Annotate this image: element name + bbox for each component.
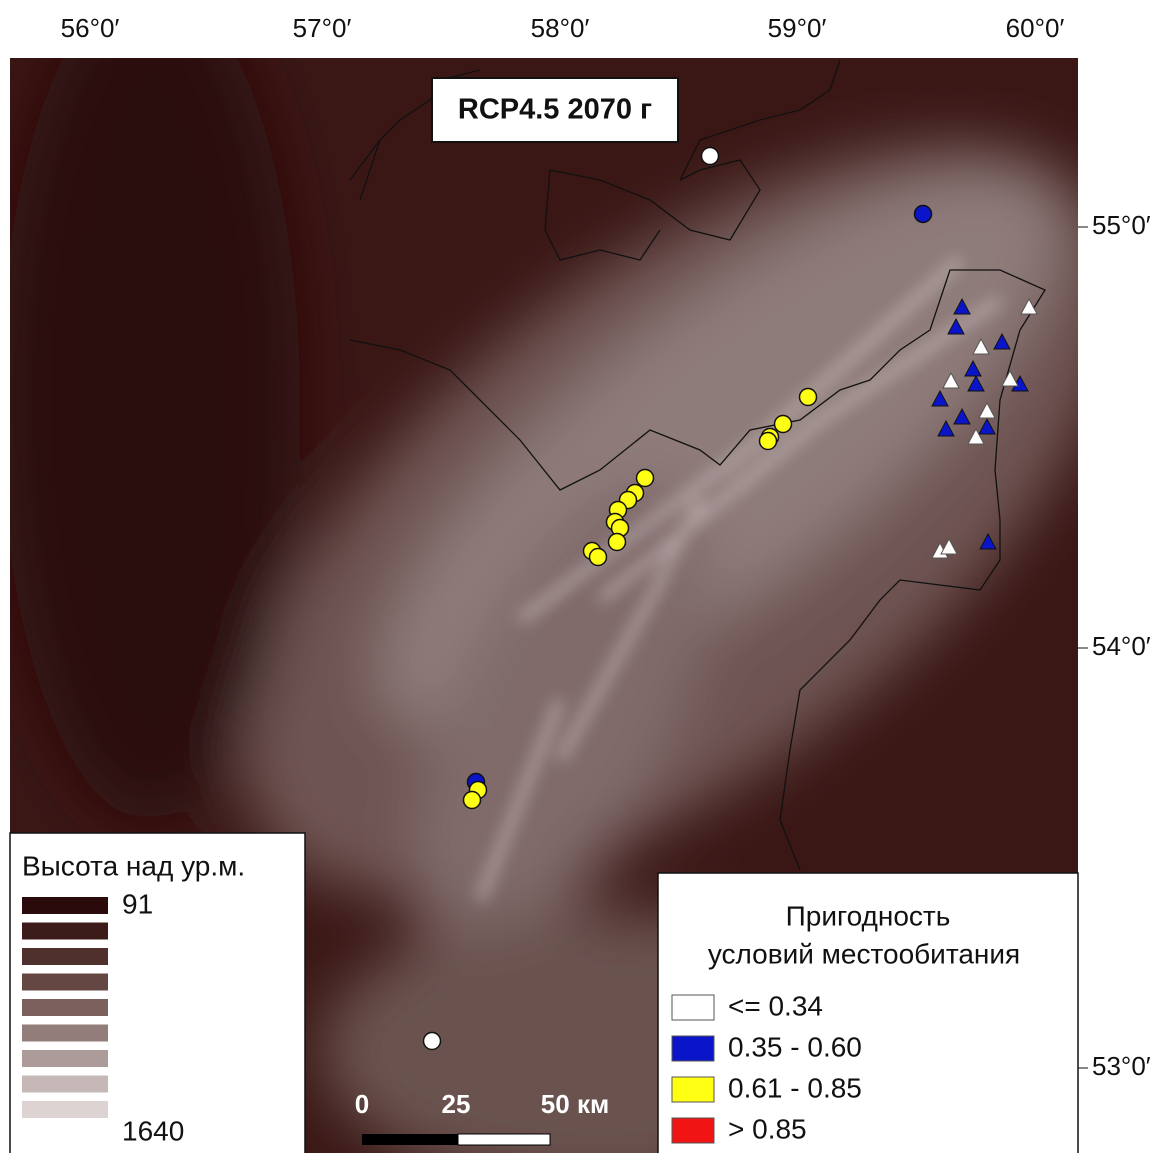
ramp-swatch (22, 1076, 108, 1093)
site-circle (800, 389, 817, 406)
legend-swatch (672, 1118, 714, 1143)
elevation-ramp (22, 897, 108, 1118)
legend-swatch (672, 1077, 714, 1102)
scale-label: 25 (442, 1089, 471, 1119)
latitude-label: 53°0′ (1092, 1051, 1151, 1081)
ramp-swatch (22, 948, 108, 965)
site-circle (590, 549, 607, 566)
site-circle (702, 148, 719, 165)
suitability-legend-title: Пригодность (786, 900, 951, 931)
longitude-label: 57°0′ (293, 13, 352, 43)
suitability-legend-title: условий местообитания (708, 938, 1020, 969)
site-circle (424, 1033, 441, 1050)
elevation-min-label: 1640 (122, 1115, 184, 1146)
site-circle (464, 792, 481, 809)
site-circle (915, 206, 932, 223)
ramp-swatch (22, 1025, 108, 1042)
ramp-swatch (22, 974, 108, 991)
site-circle (609, 534, 626, 551)
ramp-swatch (22, 923, 108, 940)
map: 56°0′ 57°0′ 58°0′ 59°0′ 60°0′ 55°0′ 54°0′ 53°0′… (0, 0, 1173, 1153)
ramp-swatch (22, 1101, 108, 1118)
longitude-label: 58°0′ (531, 13, 590, 43)
elevation-max-label: 91 (122, 888, 153, 919)
legend-label: <= 0.34 (728, 990, 823, 1021)
elevation-legend-title: Высота над ур.м. (22, 850, 245, 881)
legend-label: 0.35 - 0.60 (728, 1031, 862, 1062)
site-circle (775, 416, 792, 433)
site-circle (637, 470, 654, 487)
ramp-swatch (22, 999, 108, 1016)
legend-swatch (672, 1036, 714, 1061)
longitude-label: 60°0′ (1006, 13, 1065, 43)
longitude-label: 56°0′ (61, 13, 120, 43)
longitude-label: 59°0′ (768, 13, 827, 43)
ramp-swatch (22, 1050, 108, 1067)
legend-swatch (672, 995, 714, 1020)
map-title: RCP4.5 2070 г (458, 94, 652, 126)
legend-label: 0.61 - 0.85 (728, 1072, 862, 1103)
legend-label: > 0.85 (728, 1113, 807, 1144)
site-circle (760, 433, 777, 450)
latitude-label: 55°0′ (1092, 210, 1151, 240)
ramp-swatch (22, 897, 108, 914)
scale-label: 50 км (541, 1089, 609, 1119)
scale-label: 0 (355, 1089, 369, 1119)
latitude-label: 54°0′ (1092, 631, 1151, 661)
